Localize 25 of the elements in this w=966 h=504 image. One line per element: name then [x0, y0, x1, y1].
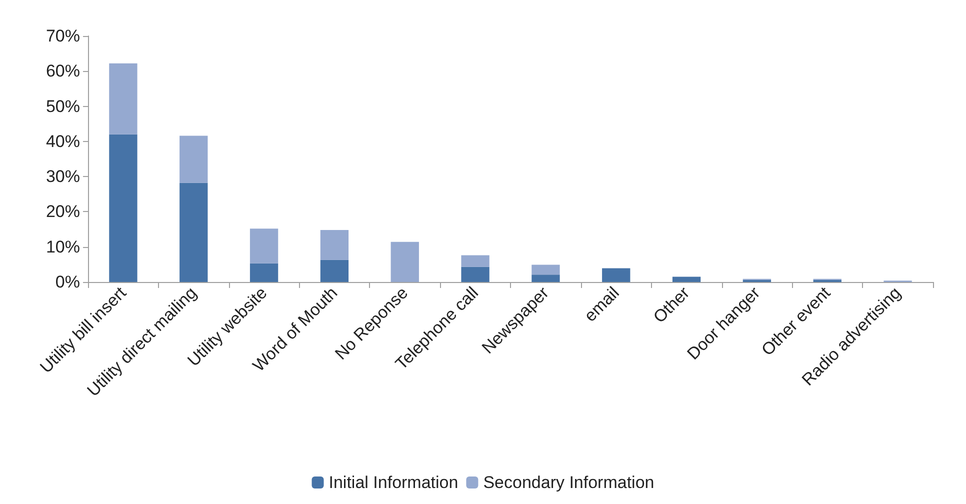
bar: [532, 274, 560, 282]
bar: [672, 276, 701, 282]
y-tick-label: 40%: [46, 132, 80, 151]
bar: [532, 264, 560, 275]
y-tick-label: 0%: [55, 272, 80, 292]
y-tick-label: 50%: [46, 96, 80, 116]
y-tick-label: 10%: [46, 237, 80, 256]
bar: [109, 134, 138, 282]
bar: [320, 230, 349, 260]
bar: [320, 260, 349, 282]
bar: [461, 255, 490, 267]
bar: [180, 182, 208, 282]
legend-label: Initial Information: [328, 473, 458, 492]
bar: [250, 263, 278, 282]
y-tick-label: 30%: [46, 167, 80, 186]
y-tick-label: 60%: [46, 62, 80, 81]
bar: [390, 242, 419, 282]
y-tick-label: 70%: [46, 26, 80, 46]
bar: [602, 268, 630, 282]
bar: [461, 266, 490, 282]
y-tick-label: 20%: [46, 202, 80, 222]
legend-label: Secondary Information: [483, 473, 654, 492]
bar: [180, 136, 208, 183]
bar: [109, 63, 138, 134]
bar: [250, 228, 278, 264]
